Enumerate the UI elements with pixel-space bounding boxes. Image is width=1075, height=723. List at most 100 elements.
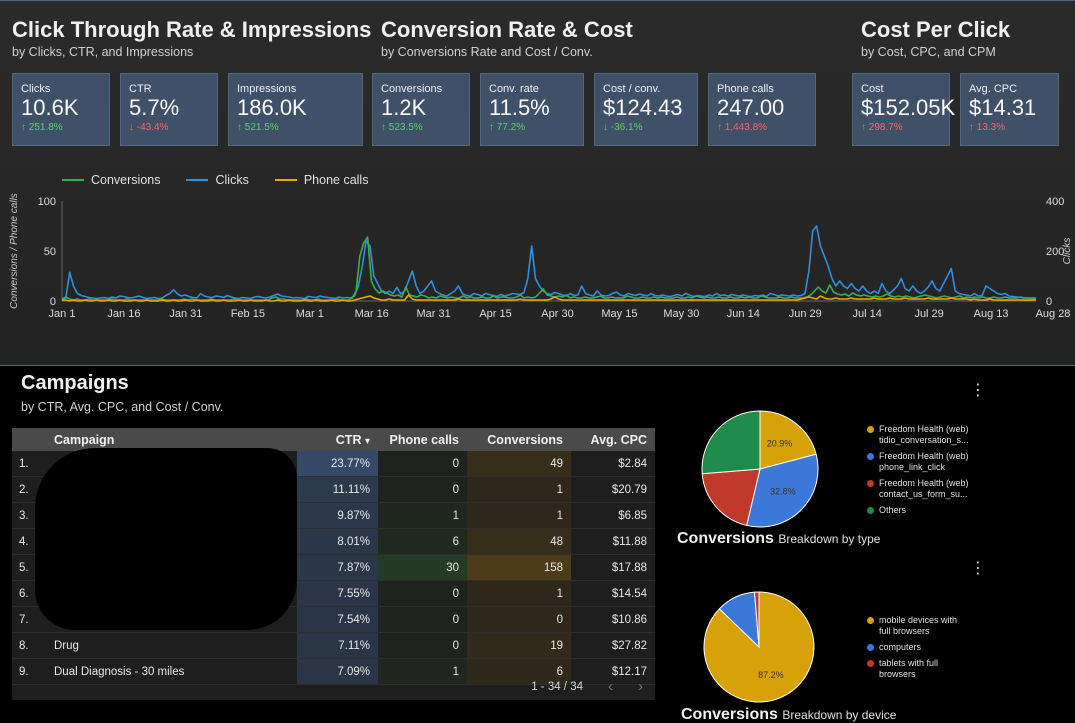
table-row[interactable]: 3. 9.87% 1 1 $6.85 <box>12 503 655 529</box>
row-campaign[interactable]: Dual Diagnosis - 30 miles <box>54 665 185 678</box>
x-tick-label: May 15 <box>601 308 637 320</box>
x-tick-label: Jul 14 <box>853 308 882 320</box>
kpi-change: ↑ 298.7% <box>861 122 941 133</box>
kpi-card-clicks[interactable]: Clicks 10.6K ↑ 251.8% <box>12 73 110 146</box>
legend-line-2: contact_us_form_su... <box>879 489 968 499</box>
pie-type-title-main: Conversions <box>677 530 774 547</box>
kpi-label: Impressions <box>237 83 297 95</box>
kpi-label: Phone calls <box>717 83 774 95</box>
row-campaign[interactable]: Drug <box>54 639 79 652</box>
pie-slice-label: 32.8% <box>770 486 796 496</box>
kpi-change-value: 251.8% <box>28 122 63 133</box>
legend-dot-icon <box>867 507 874 514</box>
kpi-label: Cost <box>861 83 884 95</box>
pie-legend-item[interactable]: Others <box>867 505 987 516</box>
kpi-card-cost[interactable]: Cost $152.05K ↑ 298.7% <box>852 73 955 146</box>
pie-legend-item[interactable]: computers <box>867 642 987 653</box>
table-row[interactable]: 8. Drug 7.11% 0 19 $27.82 <box>12 633 655 659</box>
pager-next-icon[interactable]: › <box>638 678 643 695</box>
pie-slice[interactable] <box>701 410 761 475</box>
kpi-value: 10.6K <box>21 95 79 120</box>
pager-prev-icon[interactable]: ‹ <box>608 678 613 695</box>
kpi-label: Conversions <box>381 83 443 95</box>
row-avg-cpc: $6.85 <box>618 509 647 522</box>
row-phone-calls: 30 <box>378 555 467 580</box>
header-ctr[interactable]: CTR ▾ <box>297 433 378 447</box>
table-row[interactable]: 5. 7.87% 30 158 $17.88 <box>12 555 655 581</box>
x-tick-label: Feb 15 <box>231 308 265 320</box>
pie-legend-item[interactable]: Freedom Health (web) tidio_conversation_s… <box>867 424 987 446</box>
header-phone-calls[interactable]: Phone calls <box>389 432 459 447</box>
top-panel: Click Through Rate & Impressions by Clic… <box>0 0 1075 366</box>
legend-line-2: tidio_conversation_s... <box>879 435 969 445</box>
kpi-card-impressions[interactable]: Impressions 186.0K ↑ 521.5% <box>228 73 363 146</box>
kpi-change-value: 77.2% <box>496 122 526 133</box>
legend-item-conversions[interactable]: Conversions <box>62 173 160 187</box>
kpi-card-phone-calls[interactable]: Phone calls 247.00 ↑ 1,443.8% <box>708 73 816 146</box>
y2-axis-label: Clicks <box>1062 238 1073 265</box>
pie-legend-item[interactable]: tablets with full browsers <box>867 658 987 680</box>
table-body: 1. 23.77% 0 49 $2.84 2. 11.11% 0 1 $20.79 3. 9.87% 1… <box>12 451 655 685</box>
pie-chart-device[interactable]: 87.2% <box>702 590 816 704</box>
legend-line-2: phone_link_click <box>879 462 946 472</box>
kpi-label: Conv. rate <box>489 83 539 95</box>
pie-slice[interactable] <box>701 468 761 527</box>
legend-line-1: Freedom Health (web) <box>879 478 969 488</box>
pie-legend-item[interactable]: mobile devices with full browsers <box>867 615 987 637</box>
section-title-conversion: Conversion Rate & Cost <box>381 17 633 42</box>
header-avg-cpc[interactable]: Avg. CPC <box>590 432 648 447</box>
row-conversions: 49 <box>467 451 571 476</box>
legend-swatch-conversions <box>62 179 84 181</box>
pie-chart-type[interactable]: 20.9% 32.8% <box>700 409 820 529</box>
kpi-change-value: -36.1% <box>610 122 643 133</box>
series-line-clicks <box>61 225 1037 300</box>
table-row[interactable]: 7. 7.54% 0 0 $10.86 <box>12 607 655 633</box>
pie-slice[interactable] <box>753 591 760 648</box>
kpi-change: ↓ -36.1% <box>603 122 689 133</box>
kpi-card-conversions[interactable]: Conversions 1.2K ↑ 523.5% <box>372 73 470 146</box>
time-series-chart[interactable]: 100 50 0 400 200 0 Conversions / Phone calls Cl… <box>0 189 1075 329</box>
pie-legend-item[interactable]: Freedom Health (web) phone_link_click <box>867 451 987 473</box>
x-tick-label: Mar 31 <box>417 308 451 320</box>
row-index: 1. <box>19 457 29 470</box>
pie-legend-label: Freedom Health (web) phone_link_click <box>879 451 969 473</box>
kpi-card-cost-conv[interactable]: Cost / conv. $124.43 ↓ -36.1% <box>594 73 698 146</box>
pie-slice[interactable] <box>746 453 819 528</box>
kpi-card-ctr[interactable]: CTR 5.7% ↓ -43.4% <box>120 73 218 146</box>
kpi-card-conv-rate[interactable]: Conv. rate 11.5% ↑ 77.2% <box>480 73 584 146</box>
pie-legend-item[interactable]: Freedom Health (web) contact_us_form_su..… <box>867 478 987 500</box>
table-row[interactable]: 4. 8.01% 6 48 $11.88 <box>12 529 655 555</box>
kpi-value: 186.0K <box>237 95 307 120</box>
arrow-up-icon: ↑ <box>969 122 974 133</box>
legend-swatch-clicks <box>186 179 209 181</box>
pie-slice[interactable] <box>759 410 817 470</box>
legend-item-clicks[interactable]: Clicks <box>186 173 249 187</box>
table-row[interactable]: 2. 11.11% 0 1 $20.79 <box>12 477 655 503</box>
row-index: 3. <box>19 509 29 522</box>
legend-label-conversions: Conversions <box>91 173 161 187</box>
legend-dot-icon <box>867 644 874 651</box>
row-phone-calls: 1 <box>378 503 467 528</box>
pie-device-menu-icon[interactable]: ⋮ <box>970 560 986 577</box>
kpi-change: ↑ 1,443.8% <box>717 122 807 133</box>
row-conversions: 1 <box>467 503 571 528</box>
table-row[interactable]: 6. 7.55% 0 1 $14.54 <box>12 581 655 607</box>
legend-dot-icon <box>867 480 874 487</box>
header-campaign[interactable]: Campaign <box>54 432 115 447</box>
x-tick-label: Apr 30 <box>541 308 573 320</box>
x-tick-label: Jan 1 <box>49 308 76 320</box>
row-avg-cpc: $27.82 <box>611 639 647 652</box>
section-subtitle-conversion: by Conversions Rate and Cost / Conv. <box>381 45 593 59</box>
chart-legend: Conversions Clicks Phone calls <box>62 173 368 187</box>
row-index: 2. <box>19 483 29 496</box>
kpi-card-avg-cpc[interactable]: Avg. CPC $14.31 ↑ 13.3% <box>960 73 1059 146</box>
kpi-label: Clicks <box>21 83 51 95</box>
campaigns-title: Campaigns <box>21 372 129 394</box>
table-row[interactable]: 9. Dual Diagnosis - 30 miles 7.09% 1 6 $12.17 <box>12 659 655 685</box>
pie-type-menu-icon[interactable]: ⋮ <box>970 382 986 399</box>
table-row[interactable]: 1. 23.77% 0 49 $2.84 <box>12 451 655 477</box>
legend-item-phone-calls[interactable]: Phone calls <box>274 173 368 187</box>
legend-swatch-phone-calls <box>274 179 297 181</box>
header-conversions[interactable]: Conversions <box>487 432 563 447</box>
row-conversions: 158 <box>467 555 571 580</box>
